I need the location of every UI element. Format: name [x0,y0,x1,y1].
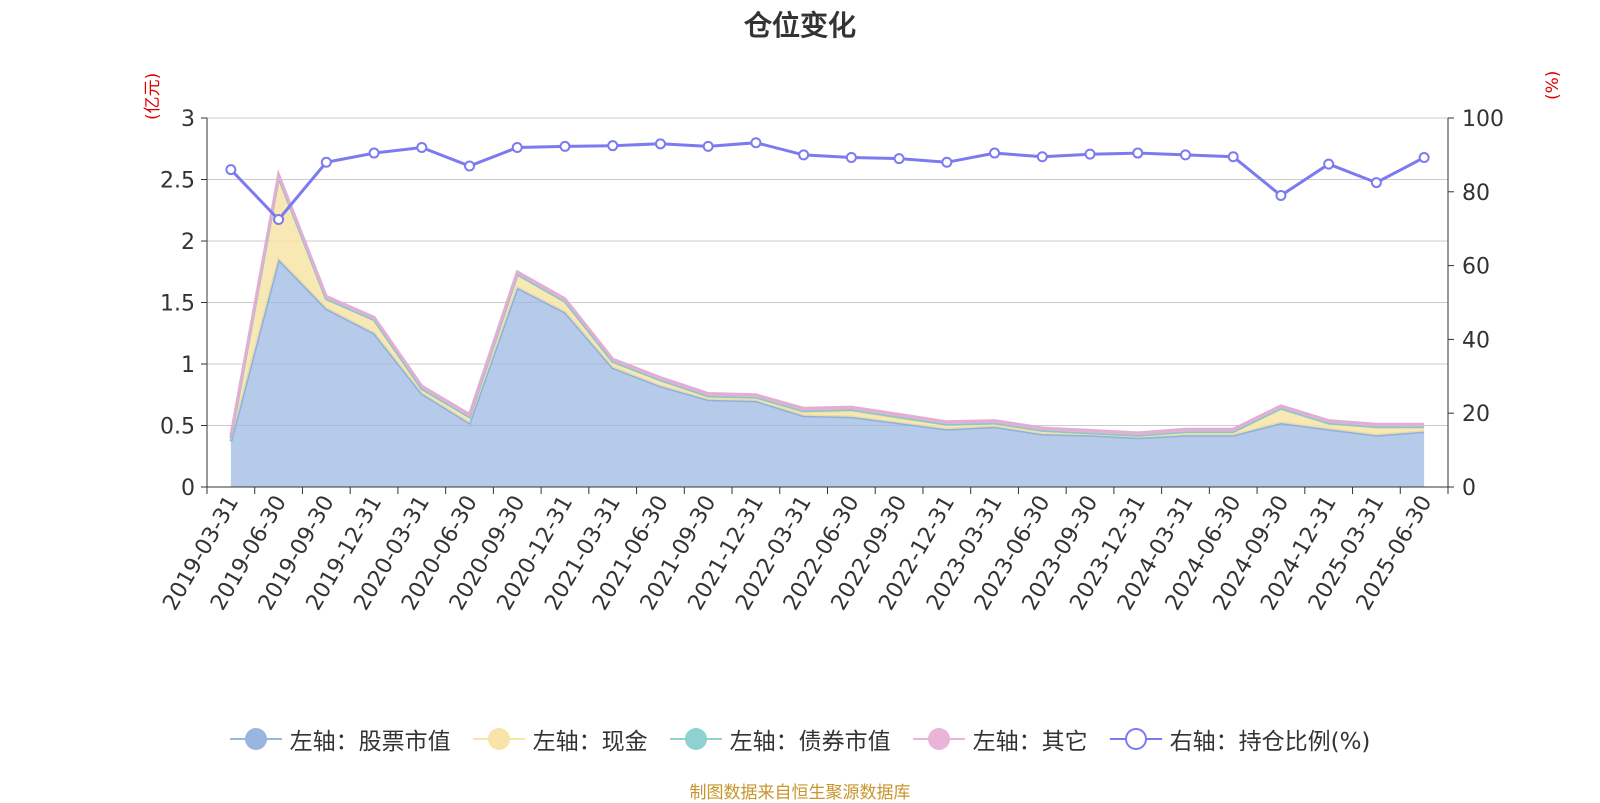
legend-label: 左轴：现金 [532,729,648,755]
legend-label: 左轴：其它 [972,729,1088,755]
ratio-line [229,141,1425,222]
ratio-point [607,140,619,152]
right-tick-label: 40 [1462,328,1490,353]
left-axis-unit: (亿元) [143,72,163,120]
ratio-point [464,160,476,172]
ratio-point [1179,149,1191,161]
right-tick-label: 20 [1462,402,1490,427]
ratio-point [654,138,666,150]
area-series-group [229,169,1425,487]
ratio-point [941,156,953,168]
ratio-point [798,149,810,161]
legend-swatch-icon [912,727,965,751]
ratio-point [1036,151,1048,163]
area-1 [230,259,1425,487]
legend-item[interactable]: 左轴：其它 [912,722,1088,756]
legend-item[interactable]: 左轴：现金 [472,722,648,756]
legend-swatch-icon [1109,727,1162,751]
ratio-point [559,140,571,152]
ratio-point [1084,148,1096,160]
chart-title: 仓位变化 [743,9,856,42]
ratio-point [511,142,523,154]
legend: 左轴：股票市值 左轴：现金 左轴：债券市值 左轴：其它 右轴：持仓比例(%) [0,722,1600,756]
right-tick-label: 80 [1462,181,1490,206]
legend-label: 左轴：股票市值 [289,729,451,755]
ratio-point [702,140,714,152]
left-tick-label: 3 [181,107,195,132]
left-tick-label: 0.5 [160,415,195,440]
ratio-point [1370,177,1382,189]
right-tick-label: 100 [1462,107,1504,132]
ratio-point [893,153,905,165]
legend-label: 左轴：债券市值 [729,729,891,755]
right-tick-label: 0 [1462,476,1476,501]
ratio-point [225,164,237,176]
legend-swatch-icon [472,727,525,751]
ratio-line-group [225,137,1430,225]
ratio-point [845,151,857,163]
left-tick-label: 1.5 [160,292,195,317]
area-line-4 [229,169,1425,436]
ratio-point [989,147,1001,159]
ratio-point [368,147,380,159]
legend-swatch-icon [669,727,722,751]
left-tick-label: 2 [181,230,195,255]
ratio-point [1275,189,1287,201]
left-tick-label: 0 [181,476,195,501]
axes-group [201,117,1454,494]
ratio-point [416,142,428,154]
ratio-point [1132,147,1144,159]
ratio-point [273,213,285,225]
ratio-point [1227,151,1239,163]
ratio-point [750,137,762,149]
legend-item[interactable]: 左轴：债券市值 [669,722,891,756]
legend-item[interactable]: 左轴：股票市值 [229,722,451,756]
ratio-point [320,156,332,168]
legend-swatch-icon [229,727,282,751]
source-note: 制图数据来自恒生聚源数据库 [689,783,911,803]
right-tick-label: 60 [1462,255,1490,280]
right-axis-unit: (%) [1543,70,1563,100]
left-tick-label: 1 [181,353,195,378]
ratio-point [1323,158,1335,170]
left-tick-label: 2.5 [160,169,195,194]
legend-label: 右轴：持仓比例(%) [1169,729,1371,755]
legend-item[interactable]: 右轴：持仓比例(%) [1109,722,1371,756]
ratio-point [1418,151,1430,163]
